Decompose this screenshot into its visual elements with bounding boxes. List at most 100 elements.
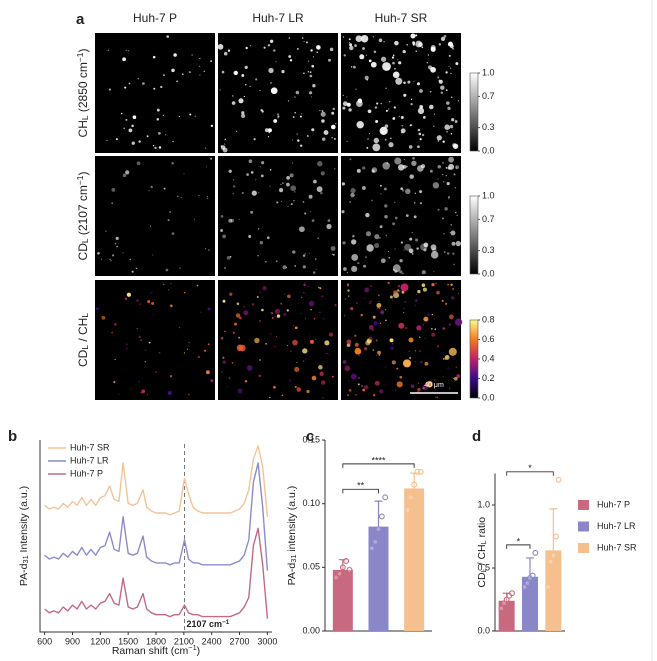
error-bar [549,508,558,551]
micrograph [341,33,461,153]
speck [108,88,111,91]
speck [453,263,455,266]
speck [114,242,117,245]
speck [317,161,323,167]
speck [441,173,444,176]
speck [292,250,296,254]
speck [398,115,400,117]
speck [379,225,383,229]
speck [332,107,335,111]
speck [419,336,421,338]
speck [436,345,440,348]
speck [431,314,433,316]
speck [448,323,452,326]
speck [375,339,378,342]
speck [280,302,283,305]
speck [333,137,336,140]
speck [377,350,381,355]
speck [328,332,334,337]
speck [310,308,312,311]
speck [373,50,377,54]
speck [139,303,141,305]
speck [304,281,306,283]
speck [417,382,420,384]
x-axis-label-part: ) [197,645,201,657]
row-label-part: CD [76,349,90,367]
micrograph [218,33,338,153]
speck [176,80,178,83]
bar [498,600,515,631]
speck [450,96,453,98]
speck [388,108,390,110]
speck [183,352,185,354]
speck [455,211,457,214]
speck [437,165,442,169]
speck [255,179,257,181]
speck [127,50,130,52]
speck [248,159,253,164]
speck [238,218,240,220]
speck [111,254,115,257]
speck [255,78,258,81]
speck [181,73,184,76]
speck [183,173,185,175]
speck [400,241,403,244]
speck [388,142,394,148]
speck [342,360,347,364]
speck [283,312,287,317]
speck [385,87,387,90]
speck [374,234,380,240]
speck [403,93,407,97]
speck [423,248,427,252]
speck [449,314,454,320]
speck [283,293,285,295]
speck [320,191,323,195]
speck [223,51,228,56]
speck [105,230,107,232]
speck [230,218,235,223]
speck [258,374,261,378]
speck [295,90,300,95]
speck [316,51,319,53]
speck [355,394,357,396]
speck [233,322,238,326]
speck [369,300,372,303]
speck [196,284,199,287]
speck [385,234,388,237]
speck [364,347,368,351]
speck [448,196,450,199]
speck [319,311,321,314]
specks [220,281,337,399]
data-point [378,513,385,520]
speck [396,290,399,293]
data-point [407,494,414,501]
speck [342,94,344,97]
speck [378,38,383,43]
speck [334,168,336,170]
speck [452,143,457,148]
speck [393,106,396,109]
y-axis-label: PA-d31 intensity (a.u.) [286,486,298,586]
speck [101,315,106,320]
speck [355,35,363,43]
speck [343,267,347,271]
speck [362,166,366,170]
speck [248,235,252,238]
speck [422,287,427,292]
speck [236,344,244,352]
speck [401,124,403,127]
speck [342,36,345,38]
speck [150,185,153,189]
speck [289,173,294,178]
speck [344,315,346,317]
speck [357,262,360,265]
x-tick-label: 1200 [90,636,110,646]
speck [124,297,127,300]
speck [293,200,295,202]
speck [265,260,267,263]
speck [392,117,396,120]
speck [419,89,423,93]
speck [382,161,391,170]
speck [158,146,162,149]
speck [394,269,398,273]
